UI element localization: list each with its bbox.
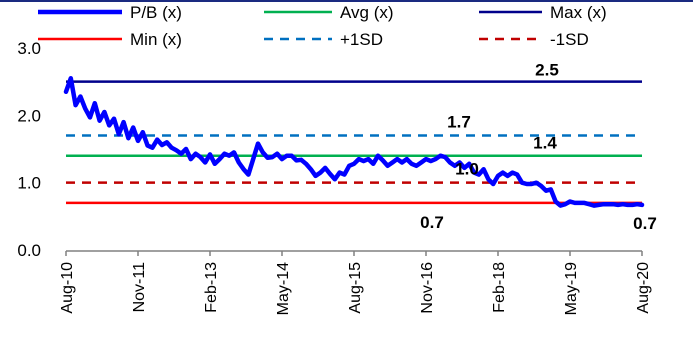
y-tick-label: 2.0 [17, 106, 41, 125]
data-label: 0.7 [633, 214, 657, 233]
series-line-pb [63, 76, 645, 208]
x-tick-label: Nov-11 [131, 262, 148, 312]
legend-label: Min (x) [130, 30, 182, 49]
x-tick-label: Aug-15 [347, 262, 364, 314]
y-tick-label: 3.0 [17, 39, 41, 58]
data-label: 1.7 [447, 113, 471, 132]
y-tick-label: 0.0 [17, 241, 41, 260]
x-tick-label: May-14 [275, 262, 292, 315]
x-tick-label: May-19 [563, 262, 580, 315]
top-border [0, 0, 693, 2]
legend-label: +1SD [340, 30, 383, 49]
data-label: 1.4 [533, 134, 557, 153]
x-tick-label: Feb-13 [203, 262, 220, 313]
data-label: 0.7 [420, 213, 444, 232]
legend-label: P/B (x) [130, 3, 182, 22]
x-tick-label: Aug-20 [635, 262, 652, 314]
legend-label: Max (x) [550, 3, 607, 22]
data-label: 1.0 [455, 160, 479, 179]
y-tick-label: 1.0 [17, 174, 41, 193]
legend-label: -1SD [550, 30, 589, 49]
data-label: 2.5 [535, 61, 559, 80]
x-tick-label: Aug-10 [59, 262, 76, 314]
x-tick-label: Nov-16 [419, 262, 436, 314]
legend-label: Avg (x) [340, 3, 394, 22]
x-tick-label: Feb-18 [491, 262, 508, 313]
